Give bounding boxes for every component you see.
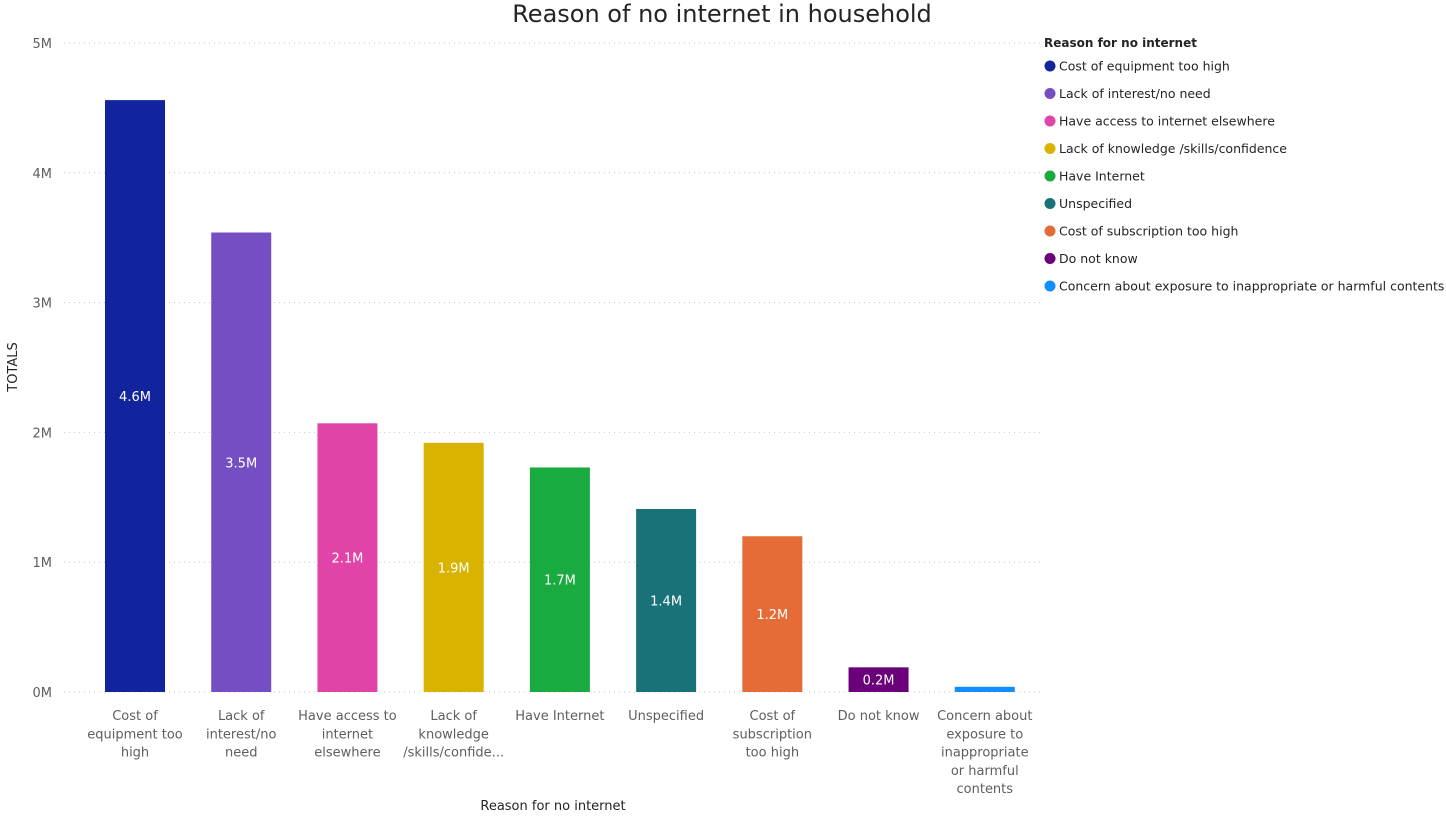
x-tick-label-line: Concern about [937, 709, 1032, 724]
y-tick-label: 3M [33, 297, 53, 312]
data-label: 2.1M [331, 552, 363, 567]
legend-item: Unspecified [1059, 196, 1132, 211]
legend-marker [1044, 198, 1056, 209]
bar [211, 232, 272, 692]
x-tick-label-line: Unspecified [628, 709, 704, 724]
x-tick-label-line: /skills/confide... [403, 746, 504, 761]
x-tick-label-line: too high [746, 746, 799, 761]
legend-marker [1044, 115, 1056, 127]
legend-marker [1044, 253, 1056, 264]
x-tick-label-line: inappropriate [941, 746, 1029, 761]
legend-item: Lack of knowledge /skills/confidence [1059, 141, 1287, 156]
legend-item: Lack of interest/no need [1059, 86, 1211, 101]
x-tick-label-line: subscription [733, 727, 812, 742]
x-tick-label-line: Cost of [750, 709, 796, 724]
legend-marker [1044, 143, 1056, 154]
y-axis-ticks: 0M 1M 2M 3M 4M 5M [33, 37, 53, 701]
bar [317, 423, 378, 692]
x-tick-label-line: contents [957, 782, 1014, 797]
legend-marker [1044, 170, 1056, 182]
x-tick-label-line: Lack of [218, 709, 265, 724]
x-tick-label-line: knowledge [418, 727, 488, 742]
chart-title: Reason of no internet in household [512, 0, 932, 28]
legend-marker [1044, 60, 1056, 72]
x-tick-label-line: equipment too [87, 727, 183, 742]
data-label: 1.7M [544, 574, 576, 589]
x-tick-label-line: Have Internet [515, 709, 604, 724]
bar [954, 686, 1015, 692]
data-label: 3.5M [225, 456, 257, 471]
data-label: 0.2M [863, 674, 895, 689]
legend-item: Cost of equipment too high [1059, 59, 1230, 74]
legend-marker [1044, 88, 1056, 99]
x-axis-categories: Cost of equipment too high Lack of interest/… [87, 709, 1032, 797]
data-label: 1.9M [438, 561, 470, 576]
x-tick-label: Lack of interest/no need [206, 709, 276, 761]
y-tick-label: 4M [33, 167, 53, 182]
legend: Reason for no internet Cost of equipment… [1044, 36, 1444, 294]
x-tick-label-line: interest/no [206, 727, 276, 742]
bar [529, 467, 590, 692]
x-tick-label-line: Lack of [430, 709, 477, 724]
y-tick-label: 1M [33, 556, 53, 571]
y-tick-label: 2M [33, 426, 53, 441]
legend-item: Cost of subscription too high [1059, 224, 1238, 239]
y-tick-label: 0M [33, 686, 53, 701]
legend-marker [1044, 280, 1056, 292]
x-tick-label-line: Cost of [112, 709, 158, 724]
legend-item: Do not know [1059, 251, 1138, 266]
x-tick-label: Have Internet [515, 709, 604, 724]
data-label: 4.6M [119, 390, 151, 405]
y-tick-label: 5M [33, 37, 53, 52]
bar [105, 100, 165, 692]
bar [423, 442, 484, 692]
x-tick-label-line: elsewhere [314, 746, 380, 761]
legend-title: Reason for no internet [1044, 36, 1197, 50]
x-tick-label: Do not know [838, 709, 920, 724]
legend-item: Have Internet [1059, 169, 1145, 184]
x-tick-label-line: high [121, 746, 149, 761]
bars: 4.6M 3.5M 2.1M 1.9M 1.7M 1.4M 1.2M 0.2M [105, 100, 1015, 692]
data-label: 1.2M [756, 608, 788, 623]
x-tick-label-line: or harmful [951, 764, 1019, 779]
data-label: 1.4M [650, 594, 682, 609]
bar [848, 667, 909, 692]
x-tick-label: Concern about exposure to inappropriate or … [937, 709, 1032, 797]
bar [636, 508, 697, 692]
x-axis-label: Reason for no internet [480, 799, 625, 814]
x-tick-label-line: Do not know [838, 709, 920, 724]
x-tick-label-line: internet [322, 727, 373, 742]
legend-item: Concern about exposure to inappropriate … [1059, 279, 1444, 294]
x-tick-label: Cost of equipment too high [87, 709, 183, 761]
x-tick-label: Unspecified [628, 709, 704, 724]
x-tick-label-line: need [225, 746, 258, 761]
x-tick-label: Cost of subscription too high [733, 709, 812, 761]
x-tick-label-line: Have access to [298, 709, 397, 724]
x-tick-label: Lack of knowledge/skills/confide... [403, 709, 504, 761]
bar [742, 536, 803, 692]
x-tick-label-line: exposure to [946, 727, 1023, 742]
x-tick-label: Have access to internet elsewhere [298, 709, 397, 761]
legend-marker [1044, 225, 1056, 237]
legend-item: Have access to internet elsewhere [1059, 114, 1275, 129]
y-axis-label: TOTALS [6, 342, 21, 393]
